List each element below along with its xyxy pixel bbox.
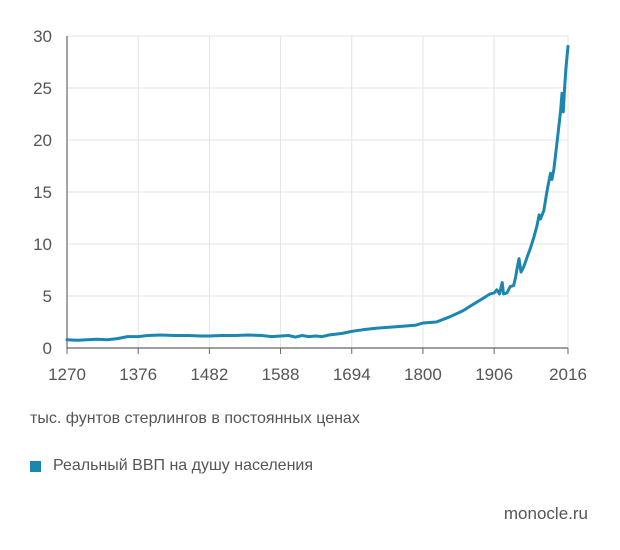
series-group: [65, 44, 570, 342]
x-tick-label: 1270: [48, 365, 86, 384]
y-tick-label: 15: [33, 183, 52, 202]
x-tick-label: 1376: [119, 365, 157, 384]
x-tick-label: 1800: [404, 365, 442, 384]
x-tick-label: 2016: [549, 365, 587, 384]
axes: 0 5 10 15 20 25 30 1270 1376 1482 1588 1694 1800 1906…: [33, 27, 587, 384]
y-tick-label: 25: [33, 79, 52, 98]
grid-lines: [67, 35, 569, 348]
y-tick-label: 0: [43, 339, 52, 358]
legend-swatch: [30, 460, 41, 472]
series-line: [65, 44, 570, 342]
x-tick-label: 1906: [475, 365, 513, 384]
x-tick-label: 1588: [262, 365, 300, 384]
legend-label: Реальный ВВП на душу населения: [53, 457, 314, 474]
source-label: monocle.ru: [503, 504, 588, 523]
unit-note: тыс. фунтов стерлингов в постоянных цена…: [30, 410, 360, 427]
line-chart: 0 5 10 15 20 25 30 1270 1376 1482 1588 1694 1800 1906…: [33, 27, 587, 384]
y-tick-label: 5: [43, 287, 52, 306]
x-tick-label: 1694: [333, 365, 371, 384]
y-tick-label: 10: [33, 235, 52, 254]
y-tick-label: 20: [33, 131, 52, 150]
legend: Реальный ВВП на душу населения: [30, 457, 313, 475]
x-tick-label: 1482: [190, 365, 228, 384]
y-tick-label: 30: [33, 27, 52, 46]
